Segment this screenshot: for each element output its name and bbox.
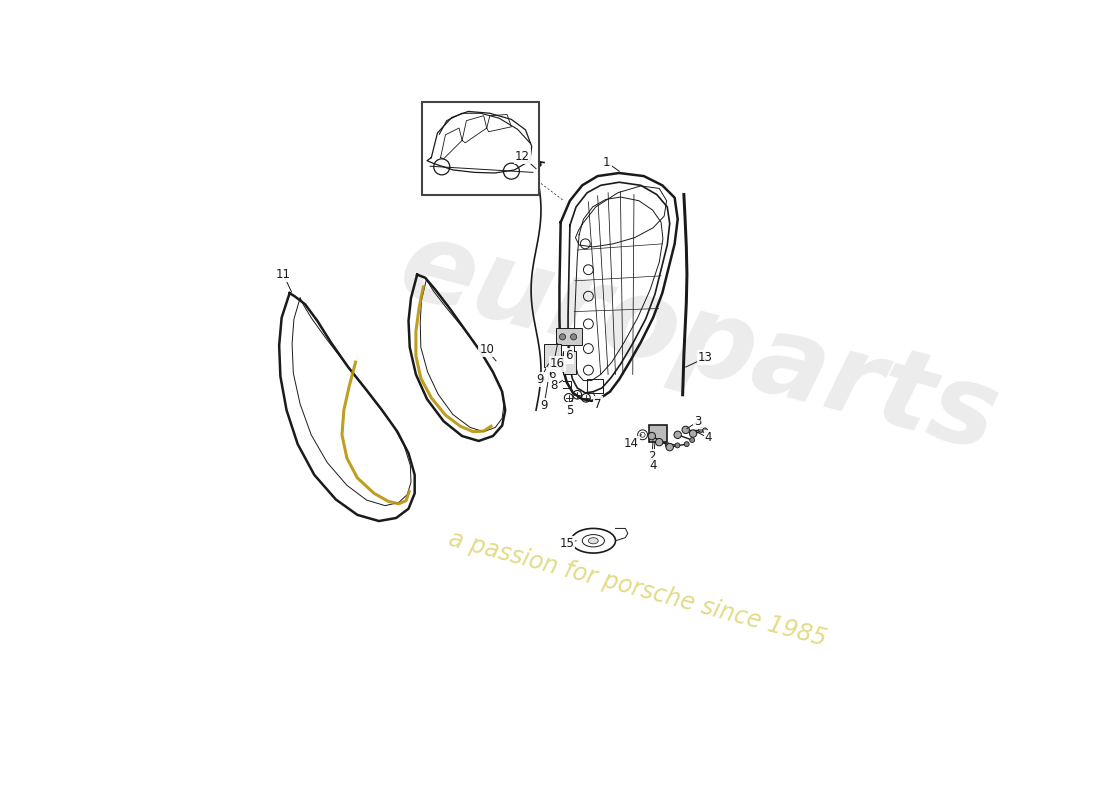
- Circle shape: [666, 443, 673, 451]
- Text: 16: 16: [550, 358, 565, 370]
- Text: 9: 9: [540, 398, 548, 412]
- Text: 12: 12: [515, 150, 530, 163]
- Text: europarts: europarts: [388, 211, 1010, 474]
- Circle shape: [690, 430, 696, 438]
- Circle shape: [690, 438, 694, 442]
- Circle shape: [648, 432, 656, 440]
- Bar: [422, 102, 539, 194]
- Text: 7: 7: [594, 398, 602, 410]
- Circle shape: [571, 334, 576, 340]
- Bar: [649, 425, 668, 442]
- Text: 10: 10: [480, 343, 494, 356]
- Bar: [562, 351, 576, 374]
- Bar: [544, 344, 561, 367]
- Text: 11: 11: [276, 268, 292, 281]
- Circle shape: [675, 443, 680, 448]
- Text: 3: 3: [694, 414, 702, 428]
- Text: 1: 1: [603, 156, 611, 169]
- Ellipse shape: [588, 538, 598, 544]
- Text: 6: 6: [548, 368, 556, 381]
- Text: 4: 4: [705, 431, 713, 444]
- Text: 6: 6: [565, 350, 572, 362]
- Circle shape: [684, 442, 690, 446]
- Text: 13: 13: [698, 351, 713, 364]
- Circle shape: [656, 438, 663, 446]
- Circle shape: [698, 427, 704, 432]
- Text: 5: 5: [566, 404, 573, 417]
- Circle shape: [560, 334, 565, 340]
- Text: 2: 2: [648, 450, 656, 463]
- Text: 4: 4: [649, 459, 657, 472]
- Text: 14: 14: [624, 437, 639, 450]
- Text: 9: 9: [537, 373, 544, 386]
- Text: 8: 8: [550, 379, 558, 392]
- Bar: [557, 328, 582, 346]
- Circle shape: [674, 431, 681, 438]
- Text: a passion for porsche since 1985: a passion for porsche since 1985: [447, 526, 829, 651]
- Text: 15: 15: [560, 537, 574, 550]
- Circle shape: [682, 426, 690, 434]
- Circle shape: [666, 443, 670, 448]
- Circle shape: [703, 428, 707, 433]
